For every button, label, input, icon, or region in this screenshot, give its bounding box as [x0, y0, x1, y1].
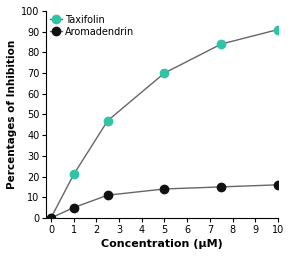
Taxifolin — [163, 71, 166, 74]
Line: Aromadendrin: Aromadendrin — [47, 181, 282, 222]
Taxifolin — [276, 28, 280, 31]
Aromadendrin — [106, 194, 109, 197]
Line: Taxifolin: Taxifolin — [47, 25, 282, 222]
Aromadendrin — [49, 216, 53, 219]
Taxifolin — [219, 42, 223, 46]
Aromadendrin — [163, 187, 166, 190]
Aromadendrin — [219, 185, 223, 188]
Taxifolin — [72, 173, 75, 176]
Taxifolin — [49, 216, 53, 219]
Legend: Taxifolin, Aromadendrin: Taxifolin, Aromadendrin — [49, 14, 135, 38]
Aromadendrin — [72, 206, 75, 209]
Taxifolin — [106, 119, 109, 122]
X-axis label: Concentration (μM): Concentration (μM) — [101, 239, 223, 249]
Aromadendrin — [276, 183, 280, 186]
Y-axis label: Percentages of Inhibition: Percentages of Inhibition — [7, 40, 17, 189]
